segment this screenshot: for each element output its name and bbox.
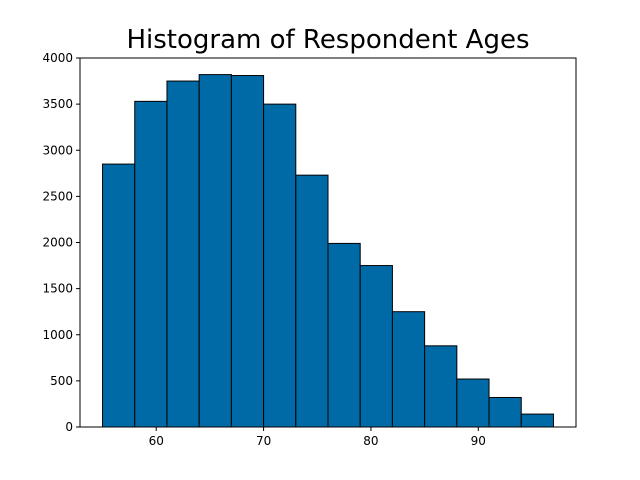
histogram-bar [102,163,136,428]
histogram-bar [488,396,522,428]
x-tick-label: 60 [149,434,164,448]
y-tick-label: 2000 [42,236,73,250]
x-tick-label: 90 [471,434,486,448]
histogram-bar [520,413,554,428]
y-tick-label: 1000 [42,328,73,342]
x-tick-label: 80 [363,434,378,448]
y-tick-label: 4000 [42,51,73,65]
histogram-bar [263,103,297,428]
histogram-bar [391,311,426,428]
y-tick-label: 2500 [42,189,73,203]
x-tick-label: 70 [256,434,271,448]
histogram-bar [230,75,265,428]
histogram-bar [359,265,393,428]
y-tick-label: 1500 [42,282,73,296]
histogram-bar [198,74,232,428]
chart-title: Histogram of Respondent Ages [126,25,529,55]
y-tick-label: 0 [65,420,73,434]
histogram-bar [327,242,361,428]
y-axis: 0 500 1000 1500 2000 2500 3000 3500 4000 [42,51,80,434]
x-axis: 60 70 80 90 [149,427,486,448]
histogram-bar [456,378,490,428]
y-tick-label: 500 [50,374,73,388]
bars-group [102,74,554,428]
histogram-bar [295,174,329,428]
y-tick-label: 3500 [42,97,73,111]
y-tick-label: 3000 [42,143,73,157]
histogram-bar [424,345,458,428]
histogram-bar [134,100,168,428]
histogram-bar [166,80,200,428]
